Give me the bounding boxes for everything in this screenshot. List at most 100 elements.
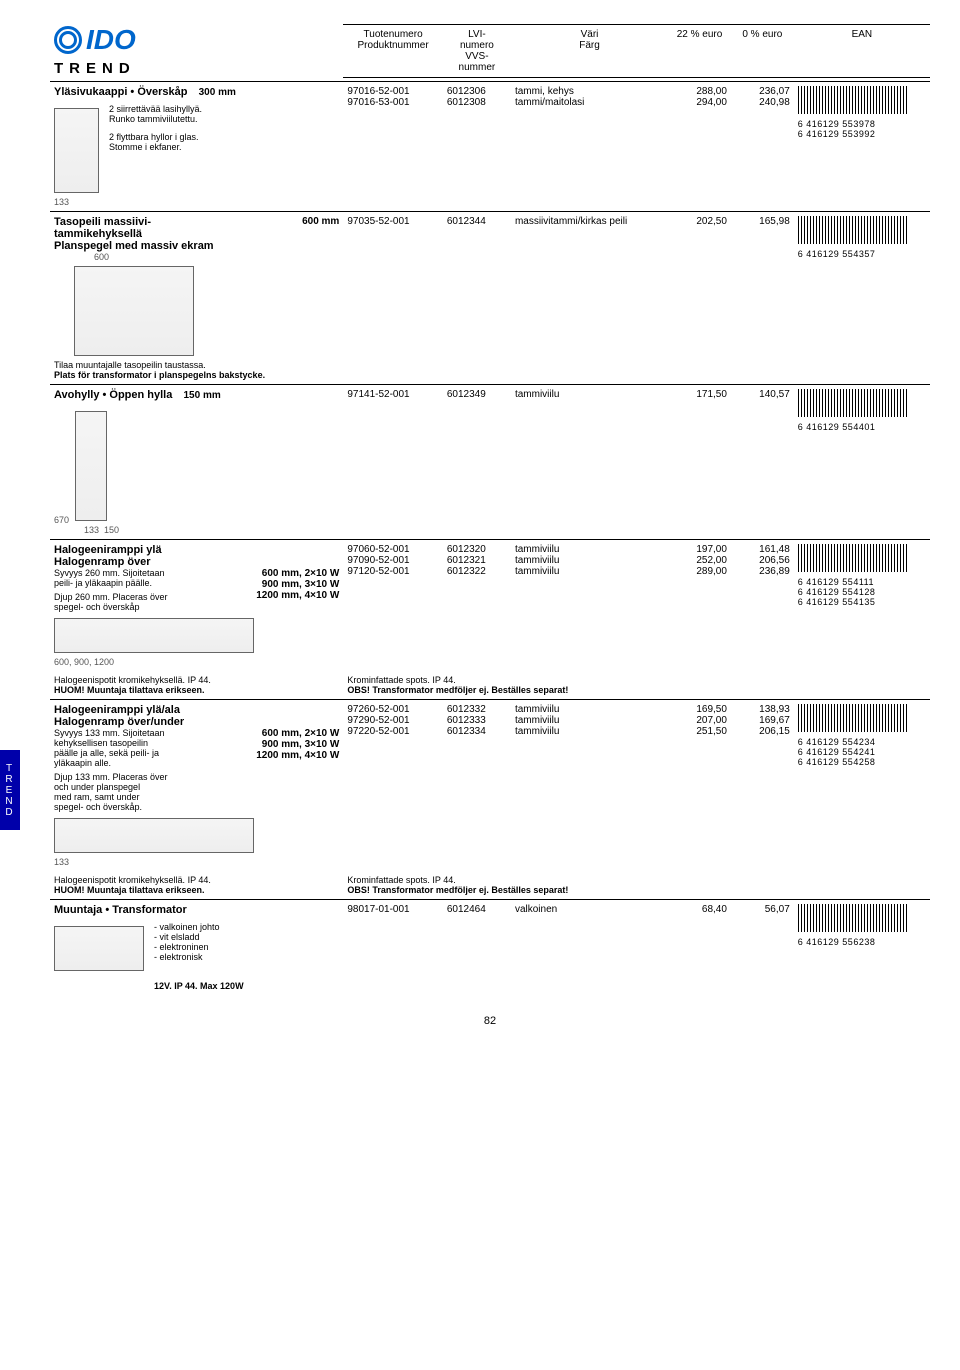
page-number: 82: [50, 1015, 930, 1027]
table-cell: 97016-53-001: [347, 97, 439, 108]
header-lvi: LVI-numeroVVS-nummer: [443, 25, 511, 78]
table-cell: 97290-52-001: [347, 715, 439, 726]
table-cell: 6 416129 553978: [798, 119, 926, 129]
brand-logo: IDO: [54, 24, 339, 56]
table-cell: 6012322: [447, 566, 507, 577]
table-cell: 171,50: [672, 389, 727, 400]
barcode-icon: [798, 389, 908, 417]
table-cell: tammi/maitolasi: [515, 97, 664, 108]
sec1-note-fi: Tilaa muuntajalle tasopeilin taustassa.: [54, 360, 339, 370]
header-productnumber: TuotenumeroProduktnummer: [343, 25, 443, 78]
table-cell: 56,07: [735, 904, 790, 915]
table-cell: 98017-01-001: [347, 904, 439, 915]
table-cell: 202,50: [672, 216, 727, 227]
table-cell: 206,15: [735, 726, 790, 737]
sec1-note-sv: Plats för transformator i planspegelns b…: [54, 370, 339, 380]
sec2-title: Avohylly • Öppen hylla: [54, 389, 172, 401]
table-cell: 240,98: [735, 97, 790, 108]
barcode-icon: [798, 216, 908, 244]
table-cell: 138,93: [735, 704, 790, 715]
sec3-title-fi: Halogeeniramppi ylä: [54, 544, 339, 556]
sec0-desc-sv: 2 flyttbara hyllor i glas.Stomme i ekfan…: [109, 132, 202, 152]
table-cell: 97060-52-001: [347, 544, 439, 555]
sec0-desc-fi: 2 siirrettävää lasihyllyä.Runko tammivii…: [109, 104, 202, 124]
table-cell: 207,00: [672, 715, 727, 726]
table-cell: 6012321: [447, 555, 507, 566]
table-cell: 97220-52-001: [347, 726, 439, 737]
table-cell: 97090-52-001: [347, 555, 439, 566]
sec3-desc-fi: Syvyys 260 mm. Sijoitetaanpeili- ja yläk…: [54, 568, 168, 588]
table-cell: 97260-52-001: [347, 704, 439, 715]
table-cell: tammiviilu: [515, 555, 664, 566]
bullet: - vit elsladd: [154, 932, 220, 942]
table-cell: 6 416129 553992: [798, 129, 926, 139]
table-cell: 6012344: [447, 216, 507, 227]
logo-swirl-icon: [54, 26, 82, 54]
table-cell: 6 416129 554401: [798, 422, 926, 432]
sec3-desc-sv: Djup 260 mm. Placeras överspegel- och öv…: [54, 592, 168, 612]
table-cell: 289,00: [672, 566, 727, 577]
variant-label: 600 mm, 2×10 W: [256, 568, 339, 579]
sec1-dim: 600 mm: [302, 216, 339, 252]
sec3-note-sv: Krominfattade spots. IP 44.: [347, 675, 926, 685]
table-cell: 6 416129 554241: [798, 747, 926, 757]
table-cell: 6012320: [447, 544, 507, 555]
sec4-title-fi: Halogeeniramppi ylä/ala: [54, 704, 339, 716]
sec3-note-fi2: HUOM! Muuntaja tilattava erikseen.: [54, 685, 339, 695]
sec2-dim: 150 mm: [183, 390, 220, 401]
table-cell: 6 416129 556238: [798, 937, 926, 947]
table-cell: 161,48: [735, 544, 790, 555]
sec0-dim: 300 mm: [199, 87, 236, 98]
variant-label: 1200 mm, 4×10 W: [256, 590, 339, 601]
table-cell: valkoinen: [515, 904, 664, 915]
table-cell: 6012332: [447, 704, 507, 715]
variant-label: 900 mm, 3×10 W: [256, 739, 339, 750]
table-cell: 97141-52-001: [347, 389, 439, 400]
table-cell: 251,50: [672, 726, 727, 737]
table-cell: tammiviilu: [515, 704, 664, 715]
table-cell: 6 416129 554111: [798, 577, 926, 587]
barcode-icon: [798, 704, 908, 732]
header-ean: EAN: [794, 25, 930, 78]
table-cell: 97120-52-001: [347, 566, 439, 577]
table-cell: 169,67: [735, 715, 790, 726]
sec4-note-sv: Krominfattade spots. IP 44.: [347, 875, 926, 885]
barcode-icon: [798, 86, 908, 114]
table-cell: 236,07: [735, 86, 790, 97]
variant-label: 1200 mm, 4×10 W: [256, 750, 339, 761]
sec0-title: Yläsivukaappi • Överskåp: [54, 86, 187, 98]
table-cell: 6012349: [447, 389, 507, 400]
sec4-desc-fi: Syvyys 133 mm. Sijoitetaankehyksellisen …: [54, 728, 168, 768]
bullet: - valkoinen johto: [154, 922, 220, 932]
header-price0: 0 % euro: [731, 25, 794, 78]
table-cell: tammiviilu: [515, 544, 664, 555]
table-cell: 236,89: [735, 566, 790, 577]
table-cell: 6012333: [447, 715, 507, 726]
header-color: VäriFärg: [511, 25, 668, 78]
table-cell: 6 416129 554128: [798, 587, 926, 597]
table-cell: 97035-52-001: [347, 216, 439, 227]
table-cell: 6 416129 554258: [798, 757, 926, 767]
sec3-title-sv: Halogenramp över: [54, 556, 339, 568]
sec1-diagram: [74, 266, 194, 356]
sec3-diagram: [54, 618, 254, 653]
sec5-footer: 12V. IP 44. Max 120W: [154, 981, 339, 991]
barcode-icon: [798, 904, 908, 932]
table-cell: 288,00: [672, 86, 727, 97]
table-cell: 140,57: [735, 389, 790, 400]
table-cell: 6 416129 554357: [798, 249, 926, 259]
table-cell: 6012464: [447, 904, 507, 915]
table-cell: 6 416129 554234: [798, 737, 926, 747]
table-cell: 68,40: [672, 904, 727, 915]
table-cell: tammiviilu: [515, 389, 664, 400]
table-cell: massiivitammi/kirkas peili: [515, 216, 664, 227]
series-title: TREND: [54, 60, 339, 77]
barcode-icon: [798, 544, 908, 572]
table-cell: tammiviilu: [515, 566, 664, 577]
table-cell: 165,98: [735, 216, 790, 227]
side-tab: TREND: [0, 750, 20, 830]
sec3-note-fi: Halogeenispotit kromikehyksellä. IP 44.: [54, 675, 339, 685]
variant-label: 900 mm, 3×10 W: [256, 579, 339, 590]
sec3-note-sv2: OBS! Transformator medföljer ej. Beställ…: [347, 685, 926, 695]
table-cell: 197,00: [672, 544, 727, 555]
